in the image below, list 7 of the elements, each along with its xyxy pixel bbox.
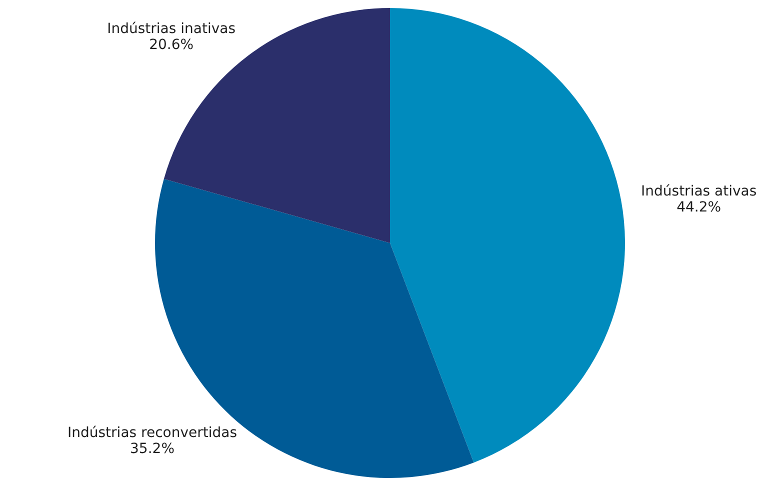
slice-label: Indústrias ativas (641, 183, 757, 200)
slice-label: Indústrias reconvertidas (67, 425, 238, 442)
data-label: 44.2% (676, 199, 722, 216)
data-label: 20.6% (149, 37, 194, 54)
pie-slice (390, 8, 625, 463)
data-label: 35.2% (130, 441, 174, 458)
slice-label: Indústrias inativas (107, 21, 236, 38)
